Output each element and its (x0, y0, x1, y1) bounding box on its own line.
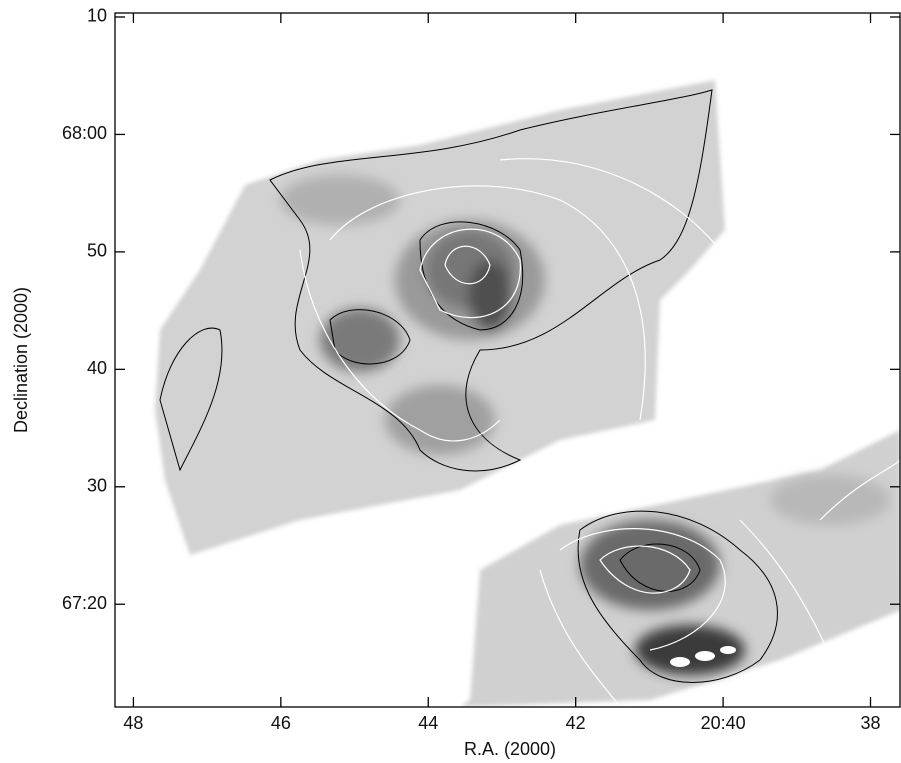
x-axis-label: R.A. (2000) (464, 739, 556, 759)
x-tick-label: 48 (123, 713, 143, 733)
intensity-map (155, 80, 900, 707)
x-tick-label: 20:40 (701, 713, 746, 733)
plot-frame (114, 12, 901, 708)
saturated-pixels (670, 646, 736, 667)
y-tick-label: 40 (87, 358, 107, 378)
y-tick-label: 67:20 (62, 593, 107, 613)
x-tick-label: 46 (271, 713, 291, 733)
y-tick-label: 68:00 (62, 123, 107, 143)
y-axis-label: Declination (2000) (11, 287, 31, 433)
x-tick-label: 38 (861, 713, 881, 733)
y-tick-label: 30 (87, 476, 107, 496)
x-tick-label: 44 (418, 713, 438, 733)
contours (159, 89, 900, 707)
y-tick-label: 10 (87, 6, 107, 26)
x-tick-label: 42 (566, 713, 586, 733)
y-tick-label: 50 (87, 241, 107, 261)
